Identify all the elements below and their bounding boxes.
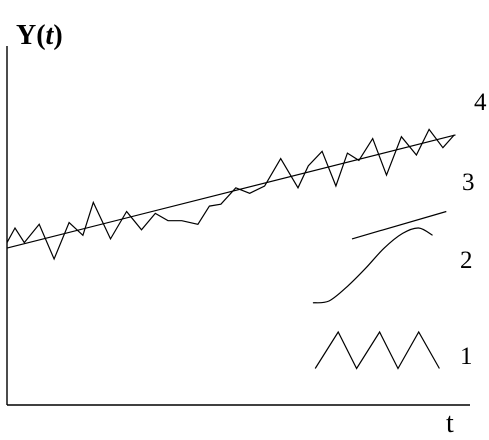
series-3-trend-line <box>351 210 447 240</box>
series-2-key: 2 <box>460 247 473 274</box>
series-3-trend-overlay-line <box>6 134 456 249</box>
x-axis-label: t <box>446 408 454 435</box>
y-axis-label-variable: t <box>46 20 55 51</box>
series-1-irregular-line <box>314 330 440 370</box>
series-4-combined-line <box>6 128 455 261</box>
series-3-key: 3 <box>462 169 475 196</box>
series-2-cycle-line <box>312 227 433 304</box>
y-axis-label: Y(t) <box>16 20 63 51</box>
y-axis-label-suffix: ) <box>53 20 62 51</box>
series-1-key: 1 <box>460 343 473 370</box>
y-axis-label-prefix: Y( <box>16 20 46 51</box>
series-4-key: 4 <box>474 89 487 116</box>
